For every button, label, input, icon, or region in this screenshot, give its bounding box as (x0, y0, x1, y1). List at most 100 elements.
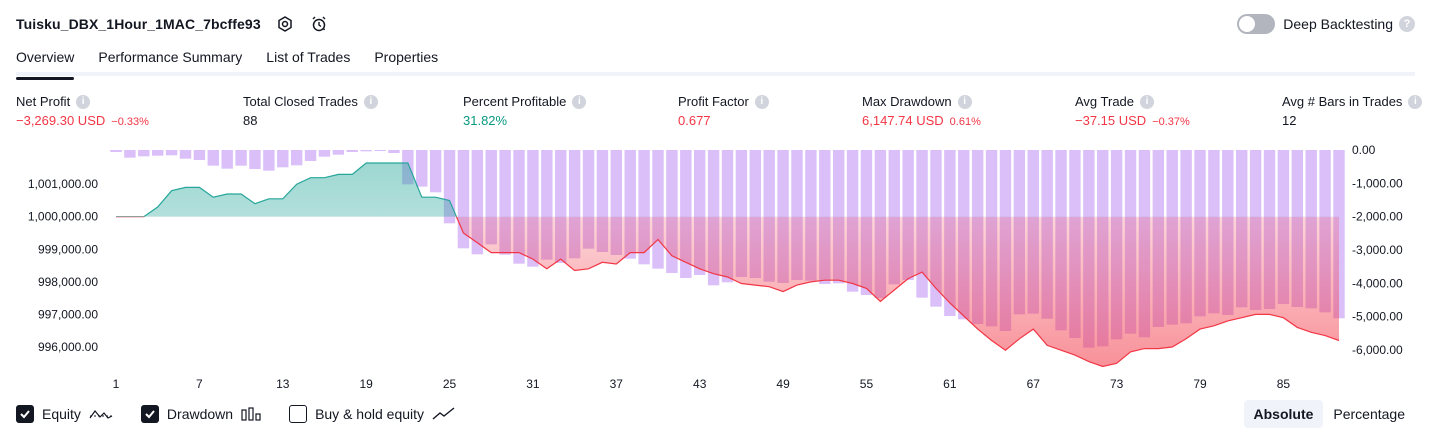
drawdown-bar (638, 150, 650, 265)
absolute-button[interactable]: Absolute (1243, 400, 1324, 428)
checkbox-checked-icon[interactable] (16, 405, 34, 423)
tab-overview[interactable]: Overview (16, 46, 75, 80)
metric-avg-trade: Avg Trade i −37.15 USD −0.37% (1075, 94, 1190, 128)
drawdown-bar (624, 150, 636, 259)
legend-label: Drawdown (166, 406, 234, 422)
metric-value: −3,269.30 USD (16, 113, 106, 128)
help-icon[interactable]: ? (1399, 16, 1415, 32)
left-axis-tick-label: 1,001,000.00 (28, 177, 98, 191)
metrics-row: Net Profit i −3,269.30 USD −0.33% Total Cl… (16, 94, 1423, 130)
drawdown-bar (694, 150, 706, 275)
alarm-clock-icon[interactable] (309, 14, 329, 34)
legend-equity[interactable]: Equity (16, 405, 113, 423)
equity-line-loss (116, 216, 1340, 368)
left-axis-tick-label: 999,000.00 (38, 242, 98, 256)
help-icon[interactable]: i (754, 94, 769, 109)
x-axis-tick-label: 85 (1277, 377, 1291, 391)
scale-mode-switch: Absolute Percentage (1243, 400, 1416, 428)
x-axis-tick-label: 37 (610, 377, 624, 391)
settings-icon[interactable] (275, 14, 295, 34)
help-icon[interactable]: i (76, 94, 91, 109)
right-axis-tick-label: -3,000.00 (1352, 243, 1403, 257)
drawdown-bar (652, 150, 664, 269)
drawdown-bar (485, 150, 497, 245)
x-axis-tick-label: 19 (359, 377, 373, 391)
drawdown-bar (443, 150, 456, 224)
left-axis-tick-label: 996,000.00 (38, 340, 98, 354)
drawdown-bar (124, 150, 136, 158)
metric-profit-factor: Profit Factor i 0.677 (678, 94, 769, 128)
drawdown-bar (193, 150, 206, 160)
tab-performance-summary[interactable]: Performance Summary (98, 49, 243, 65)
metric-label: Total Closed Trades (243, 94, 358, 109)
metric-net-profit: Net Profit i −3,269.30 USD −0.33% (16, 94, 149, 128)
metric-percent-profitable: Percent Profitable i 31.82% (463, 94, 587, 128)
right-axis-tick-label: -2,000.00 (1352, 210, 1403, 224)
right-axis-tick-label: -1,000.00 (1352, 176, 1403, 190)
metric-value: 31.82% (463, 113, 508, 128)
drawdown-bar (290, 150, 303, 166)
drawdown-bar (527, 150, 539, 267)
help-icon[interactable]: i (957, 94, 972, 109)
trend-line-icon (432, 407, 456, 421)
checkbox-checked-icon[interactable] (140, 405, 159, 423)
drawdown-bar (374, 150, 386, 151)
drawdown-bar (360, 150, 372, 152)
x-axis-tick-label: 61 (943, 377, 957, 391)
deep-backtesting-toggle[interactable] (1237, 14, 1276, 34)
deep-backtesting-label: Deep Backtesting (1283, 16, 1393, 32)
left-axis-tick-label: 998,000.00 (38, 275, 98, 289)
equity-line-profit (116, 162, 458, 217)
equity-chart: 1,001,000.00 1,000,000.00 999,000.00 998,00… (28, 143, 1403, 391)
metric-max-drawdown: Max Drawdown i 6,147.74 USD 0.61% (862, 94, 981, 128)
checkbox-unchecked-icon[interactable] (289, 405, 308, 423)
drawdown-bar (499, 150, 511, 255)
drawdown-bar (138, 150, 150, 157)
percentage-button[interactable]: Percentage (1333, 406, 1405, 422)
drawdown-bar (791, 150, 803, 280)
drawdown-bar (235, 150, 247, 166)
drawdown-bar (666, 150, 678, 273)
drawdown-bar (777, 150, 789, 283)
right-axis-tick-label: -4,000.00 (1352, 276, 1403, 290)
left-axis: 1,001,000.00 1,000,000.00 999,000.00 998,00… (28, 177, 98, 354)
drawdown-bar (735, 150, 748, 277)
legend-drawdown[interactable]: Drawdown (140, 405, 261, 423)
drawdown-bar (429, 150, 442, 193)
help-icon[interactable]: i (572, 94, 587, 109)
metric-value: 6,147.74 USD (862, 113, 944, 128)
drawdown-bar (179, 150, 192, 159)
toggle-knob (1239, 16, 1256, 32)
metric-percent: −0.37% (1152, 116, 1190, 128)
x-axis-tick-label: 67 (1027, 377, 1041, 391)
drawdown-bar (263, 150, 275, 171)
strategy-name: Tuisku_DBX_1Hour_1MAC_7bcffe93 (16, 16, 261, 32)
metric-percent: 0.61% (949, 116, 981, 128)
right-axis-tick-label: -5,000.00 (1352, 310, 1403, 324)
x-axis-tick-label: 7 (196, 377, 203, 391)
strategy-header: Tuisku_DBX_1Hour_1MAC_7bcffe93 (16, 12, 329, 36)
right-axis-tick-label: -6,000.00 (1352, 343, 1403, 357)
help-icon[interactable]: i (1140, 94, 1155, 109)
drawdown-bar (249, 150, 261, 169)
x-axis-tick-label: 79 (1193, 377, 1207, 391)
help-icon[interactable]: i (363, 94, 378, 109)
drawdown-bar (332, 150, 345, 155)
metric-value: 0.677 (678, 113, 711, 128)
x-axis-tick-label: 31 (526, 377, 540, 391)
drawdown-bars-icon (241, 407, 261, 421)
metric-label: Avg Trade (1075, 94, 1135, 109)
drawdown-bar (568, 150, 581, 259)
tab-properties[interactable]: Properties (374, 49, 439, 65)
help-icon[interactable]: i (1408, 94, 1423, 109)
legend-buy-hold-equity[interactable]: Buy & hold equity (289, 405, 456, 423)
drawdown-bar (457, 150, 470, 249)
drawdown-bar (110, 150, 122, 152)
drawdown-bar (832, 150, 845, 284)
drawdown-bar (763, 150, 775, 282)
metric-value: 12 (1282, 113, 1297, 128)
metric-percent: −0.33% (111, 116, 149, 128)
drawdown-bar (596, 150, 609, 252)
drawdown-bar (680, 150, 692, 278)
tab-list-of-trades[interactable]: List of Trades (266, 49, 351, 65)
